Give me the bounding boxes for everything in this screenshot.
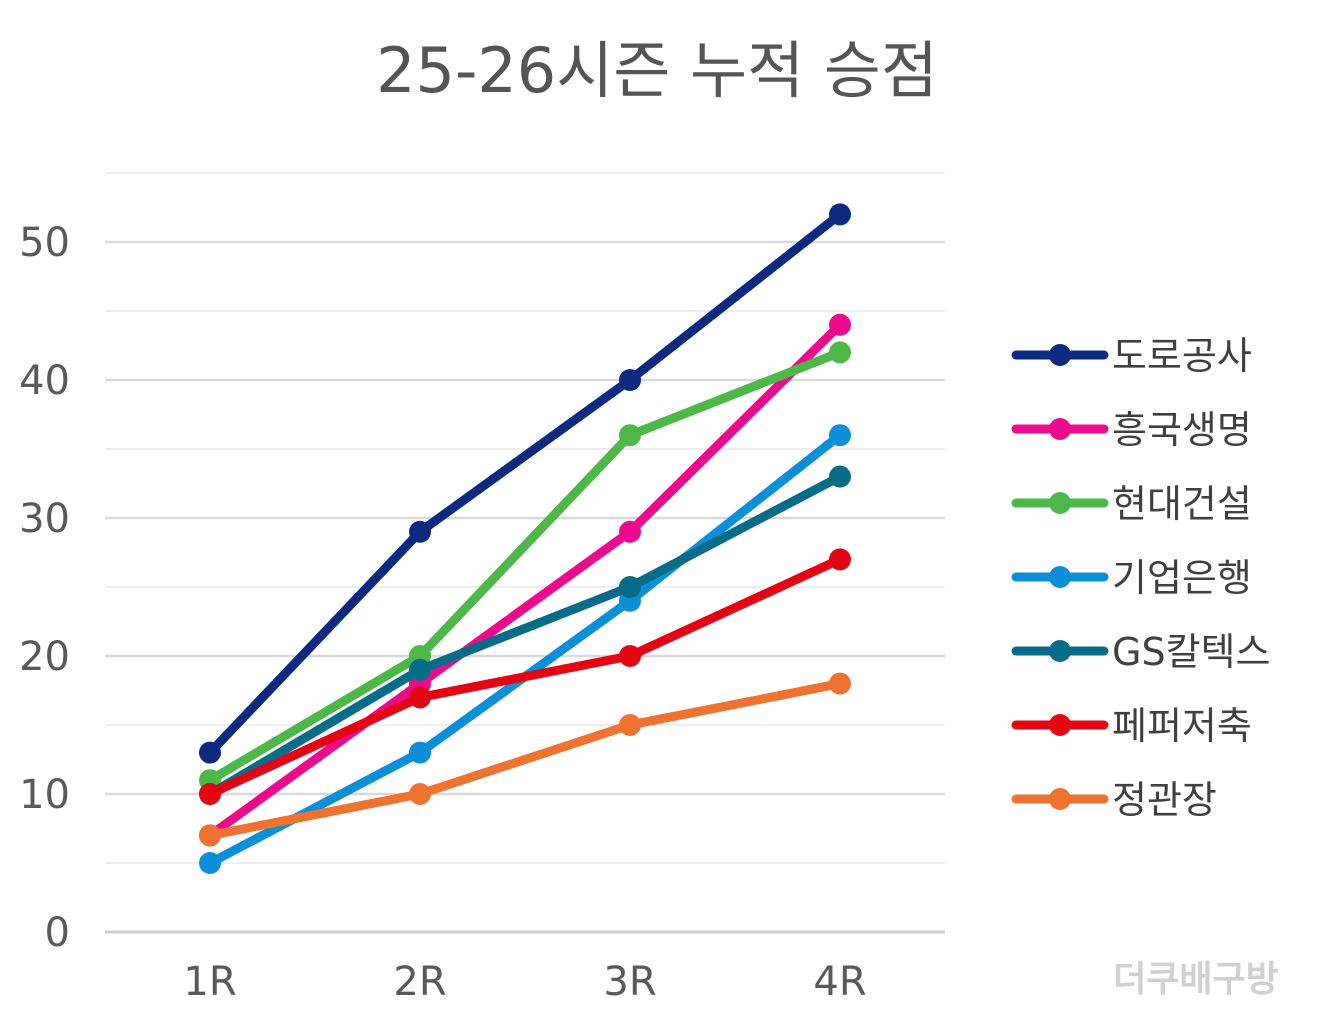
x-axis-ticks: 1R 2R 3R 4R xyxy=(183,959,866,1005)
legend-marker xyxy=(1049,418,1071,440)
grid-lines xyxy=(105,172,945,934)
legend-label: 기업은행 xyxy=(1112,556,1252,600)
y-tick-label: 30 xyxy=(19,496,70,542)
series-line xyxy=(205,679,845,840)
legend-marker xyxy=(1049,788,1071,810)
data-point xyxy=(829,341,851,364)
legend-marker xyxy=(1049,714,1071,736)
series-line xyxy=(205,472,845,799)
legend-marker xyxy=(1049,640,1071,662)
legend-item: GS칼텍스 xyxy=(1011,630,1270,674)
data-point xyxy=(619,576,641,598)
data-point xyxy=(829,465,851,488)
legend-label: GS칼텍스 xyxy=(1112,630,1270,674)
chart-title: 25-26시즌 누적 승점 xyxy=(376,34,938,107)
y-tick-label: 10 xyxy=(19,772,70,818)
legend-item: 흥국생명 xyxy=(1011,408,1252,452)
data-point xyxy=(409,658,431,681)
data-point xyxy=(199,783,221,805)
legend-item: 정관장 xyxy=(1011,778,1217,822)
series-3 xyxy=(199,424,851,874)
y-tick-label: 50 xyxy=(19,220,70,266)
data-point xyxy=(199,824,221,847)
legend-item: 현대건설 xyxy=(1011,482,1252,526)
data-point xyxy=(829,672,851,695)
legend-label: 정관장 xyxy=(1112,778,1217,822)
legend-label: 현대건설 xyxy=(1112,482,1252,526)
legend-label: 도로공사 xyxy=(1112,334,1252,378)
legend-marker xyxy=(1049,492,1071,514)
legend-marker xyxy=(1049,344,1071,366)
series-line xyxy=(205,554,845,799)
data-point xyxy=(829,548,851,571)
data-point xyxy=(619,424,641,447)
y-tick-label: 0 xyxy=(45,910,70,956)
data-point xyxy=(829,313,851,336)
data-point xyxy=(619,714,641,736)
series-line xyxy=(205,347,845,785)
watermark-text: 더쿠배구방 xyxy=(1113,959,1279,1000)
legend-label: 흥국생명 xyxy=(1112,408,1252,452)
legend-item: 기업은행 xyxy=(1011,556,1252,600)
series-1 xyxy=(199,313,851,847)
data-point xyxy=(199,852,221,874)
legend-item: 도로공사 xyxy=(1011,334,1252,378)
data-point xyxy=(409,520,431,543)
x-tick-label: 3R xyxy=(603,959,656,1005)
data-point xyxy=(619,645,641,667)
legend-label: 페퍼저축 xyxy=(1112,704,1252,748)
series-5 xyxy=(199,548,851,805)
data-point xyxy=(409,686,431,709)
y-axis-ticks: 0 10 20 30 40 50 xyxy=(19,220,70,956)
series-6 xyxy=(199,672,851,847)
series-line xyxy=(205,320,845,840)
series-0 xyxy=(199,203,851,764)
legend-item: 페퍼저축 xyxy=(1011,704,1252,748)
data-point xyxy=(619,369,641,391)
legend-marker xyxy=(1049,566,1071,588)
x-tick-label: 1R xyxy=(183,959,236,1005)
data-point xyxy=(199,741,221,764)
series-line xyxy=(205,209,845,758)
data-point xyxy=(619,520,641,543)
data-point xyxy=(409,783,431,805)
y-tick-label: 20 xyxy=(19,634,70,680)
data-point xyxy=(829,203,851,226)
x-tick-label: 2R xyxy=(393,959,446,1005)
data-point xyxy=(829,424,851,447)
series-group xyxy=(199,203,851,874)
data-point xyxy=(409,741,431,764)
x-tick-label: 4R xyxy=(813,959,866,1005)
y-tick-label: 40 xyxy=(19,358,70,404)
